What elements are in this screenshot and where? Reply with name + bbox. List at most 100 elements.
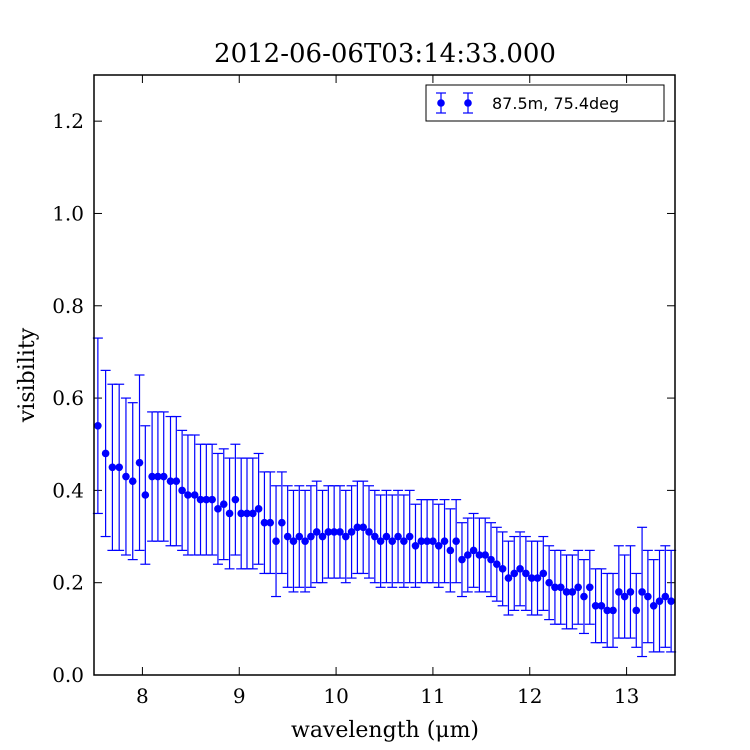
data-point	[626, 588, 635, 596]
x-tick-label: 13	[614, 684, 639, 708]
data-point	[159, 472, 168, 481]
data-point	[516, 565, 524, 573]
data-point	[141, 491, 150, 499]
data-point	[522, 569, 530, 578]
data-point	[644, 592, 652, 601]
chart-title: 2012-06-06T03:14:33.000	[214, 39, 556, 69]
data-point	[184, 491, 192, 499]
data-point	[376, 537, 385, 545]
data-point	[533, 574, 542, 582]
data-point	[214, 505, 222, 513]
data-point	[649, 601, 658, 610]
data-point	[266, 518, 275, 527]
data-point	[463, 551, 472, 559]
data-point	[591, 601, 600, 610]
data-point	[597, 601, 606, 610]
data-point	[638, 588, 646, 596]
y-tick-label: 0.2	[52, 571, 84, 595]
data-point	[122, 472, 130, 481]
data-point	[580, 592, 588, 601]
data-point	[411, 541, 420, 550]
data-point	[475, 551, 484, 559]
data-point	[166, 477, 175, 485]
data-point	[172, 477, 181, 485]
data-point	[562, 588, 571, 596]
data-point	[365, 528, 373, 536]
data-point	[231, 495, 240, 504]
data-point	[615, 588, 623, 596]
data-point	[388, 537, 397, 545]
data-point	[440, 537, 449, 545]
x-tick-label: 10	[323, 684, 348, 708]
data-layer	[92, 337, 677, 658]
data-point	[452, 537, 460, 545]
data-point	[330, 528, 338, 536]
data-point	[178, 486, 186, 495]
data-point	[318, 532, 327, 541]
data-point	[371, 532, 379, 541]
legend-point	[437, 99, 445, 107]
plot-frame	[93, 74, 676, 676]
data-point	[504, 574, 513, 582]
data-point	[347, 528, 356, 536]
data-point	[487, 555, 495, 564]
data-point	[260, 518, 269, 527]
data-point	[208, 495, 216, 504]
data-point	[312, 528, 321, 536]
data-point	[237, 509, 245, 518]
x-tick-label: 12	[517, 684, 542, 708]
data-point	[458, 555, 466, 564]
data-point	[539, 569, 548, 578]
data-point	[202, 495, 211, 504]
data-point	[135, 458, 144, 467]
legend-label: 87.5m, 75.4deg	[492, 94, 619, 113]
data-point	[405, 532, 414, 541]
data-point	[249, 509, 257, 518]
data-point	[336, 528, 344, 536]
data-point	[295, 532, 304, 541]
data-point	[128, 477, 137, 485]
data-point	[609, 606, 617, 615]
legend-point	[464, 99, 472, 107]
data-point	[359, 523, 367, 532]
data-point	[394, 532, 402, 541]
data-point	[429, 537, 437, 545]
data-point	[219, 500, 228, 509]
ticks-layer: 8 9 10 11 12 13 0.0 0.2 0.4 0.6 0.8 1.0 1.2	[52, 75, 675, 708]
data-point	[661, 592, 670, 601]
data-point	[585, 583, 594, 592]
data-point	[353, 523, 362, 532]
data-point	[341, 532, 350, 541]
data-point	[301, 537, 309, 545]
data-point	[101, 449, 110, 458]
y-tick-label: 0.6	[52, 386, 84, 410]
data-point	[469, 546, 478, 555]
data-point	[283, 532, 292, 541]
data-point	[108, 463, 117, 472]
data-point	[148, 472, 156, 481]
data-point	[603, 606, 612, 615]
data-point	[324, 528, 333, 536]
data-point	[225, 509, 234, 518]
y-tick-label: 1.2	[52, 109, 84, 133]
data-point	[190, 491, 199, 499]
data-point	[510, 569, 519, 578]
data-point	[423, 537, 431, 545]
data-point	[481, 551, 490, 559]
data-point	[400, 537, 408, 545]
y-axis-label: visibility	[15, 327, 40, 423]
data-point	[94, 421, 102, 430]
data-point	[667, 597, 675, 605]
data-point	[551, 583, 559, 592]
data-point	[568, 588, 577, 596]
data-point	[272, 537, 280, 545]
data-point	[620, 592, 629, 601]
data-point	[154, 472, 162, 481]
y-tick-label: 1.0	[52, 201, 84, 225]
y-tick-label: 0.8	[52, 294, 84, 318]
x-tick-label: 9	[233, 684, 246, 708]
data-point	[382, 532, 391, 541]
data-point	[115, 463, 123, 472]
data-point	[196, 495, 205, 504]
data-point	[446, 546, 455, 555]
